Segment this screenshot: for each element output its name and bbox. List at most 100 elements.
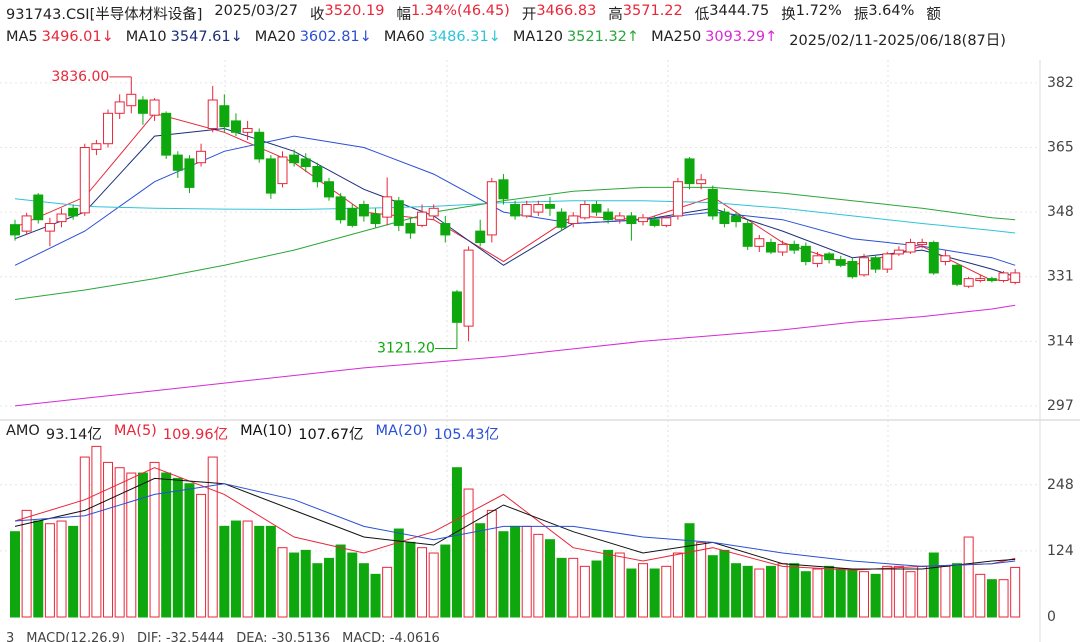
y-tick-label: 314 xyxy=(1047,333,1074,349)
candle-body xyxy=(265,158,276,194)
field-value: 3520.19 xyxy=(324,3,385,19)
volume-bar xyxy=(789,563,800,618)
volume-bar xyxy=(358,563,369,618)
macd-legend: 3 MACD(12,26,9) DIF: -32.5444 DEA: -30.5136… xyxy=(6,631,440,642)
candle-body xyxy=(789,243,800,251)
volume-bar xyxy=(824,565,835,618)
legend-name: MA10 xyxy=(125,29,167,45)
candle-body xyxy=(300,158,311,168)
volume-bar xyxy=(242,520,253,618)
volume-bar xyxy=(893,565,904,618)
macd-item: MACD(12,26,9) xyxy=(26,631,126,642)
candle-body xyxy=(312,166,323,183)
candle-body xyxy=(114,101,125,114)
macd-item: DIF: -32.5444 xyxy=(137,631,225,642)
volume-bar xyxy=(21,509,32,618)
volume-legend: AMO 93.14亿 MA(5) 109.96亿 MA(10) 107.67亿 MA(20)… xyxy=(6,423,499,444)
candle-body xyxy=(103,112,114,145)
candle-body xyxy=(510,204,521,217)
candle-body xyxy=(10,224,20,236)
volume-bar xyxy=(149,461,160,618)
volume-bar xyxy=(184,483,195,618)
candle-body xyxy=(579,204,590,219)
candle-body xyxy=(289,154,300,164)
legend-value: 3602.81↓ xyxy=(299,29,372,45)
field-label: 低 xyxy=(694,7,710,23)
volume-bar xyxy=(847,568,858,618)
candle-body xyxy=(91,143,102,150)
y-tick-label: 124 xyxy=(1047,543,1074,559)
candle-body xyxy=(731,215,742,223)
volume-bar xyxy=(335,544,346,618)
candle-body xyxy=(742,223,753,247)
field-label: 高 xyxy=(608,7,623,23)
candle-body xyxy=(207,99,218,130)
candle-body xyxy=(161,112,172,156)
volume-bar xyxy=(300,549,311,618)
volume-bar xyxy=(870,573,881,618)
volume-bar xyxy=(568,557,579,618)
volume-bar xyxy=(661,565,672,618)
volume-bar xyxy=(777,563,788,618)
volume-bar xyxy=(928,552,939,618)
candle-body xyxy=(754,238,765,247)
candle-body xyxy=(137,99,148,114)
volume-bar xyxy=(33,520,44,618)
candle-body xyxy=(893,249,904,255)
y-tick-label: 348 xyxy=(1047,204,1074,220)
volume-bar xyxy=(917,565,928,618)
candle-body xyxy=(568,215,579,225)
volume-bar xyxy=(742,565,753,618)
ma-line xyxy=(14,186,1016,300)
quote-date: 2025/03/27 xyxy=(214,3,298,19)
volume-bar xyxy=(510,525,521,618)
volume-bar xyxy=(347,552,358,618)
volume-bar xyxy=(544,539,555,618)
volume-bar xyxy=(905,571,916,618)
legend-value: 3093.29↑ xyxy=(705,29,778,45)
candle-body xyxy=(928,242,939,274)
volume-bar xyxy=(10,531,20,618)
vertical-grid xyxy=(224,60,889,620)
candle-body xyxy=(184,158,195,188)
volume-bar xyxy=(126,472,137,618)
candle-body xyxy=(533,204,544,213)
candle-body xyxy=(986,278,997,282)
volume-bar xyxy=(696,541,707,618)
volume-bar xyxy=(603,549,614,618)
candle-body xyxy=(556,211,567,228)
macd-item: 3 xyxy=(6,631,15,642)
field-label: 开 xyxy=(521,7,537,23)
volume-bar xyxy=(521,525,532,618)
candle-body xyxy=(707,188,718,217)
candle-body xyxy=(440,223,451,236)
candle-body xyxy=(498,179,509,200)
volume-bar xyxy=(417,547,428,618)
candle-body xyxy=(544,204,555,209)
volume-bar xyxy=(428,552,439,618)
candle-body xyxy=(521,204,532,217)
volume-bar xyxy=(370,573,381,618)
candle-body xyxy=(405,223,416,234)
index-code: 931743.CSI[半导体材料设备] xyxy=(6,7,203,23)
volume-bar xyxy=(533,533,544,618)
candle-body xyxy=(638,217,649,223)
field-label: 幅 xyxy=(396,7,411,23)
candle-body xyxy=(777,243,788,253)
candle-body xyxy=(765,242,776,253)
candle-body xyxy=(719,211,730,225)
volume-bar xyxy=(591,560,602,618)
candle-body xyxy=(905,242,916,253)
candle-body xyxy=(451,291,462,323)
volume-bar xyxy=(393,528,404,618)
candle-body xyxy=(358,204,369,217)
candle-body xyxy=(684,158,695,185)
candle-body xyxy=(975,278,986,282)
volume-bar xyxy=(731,563,742,618)
legend-name: MA(20) xyxy=(375,423,428,439)
legend-value: 105.43亿 xyxy=(433,427,499,443)
candle-body xyxy=(591,204,602,213)
candle-body xyxy=(486,181,497,236)
volume-bar xyxy=(638,563,649,618)
